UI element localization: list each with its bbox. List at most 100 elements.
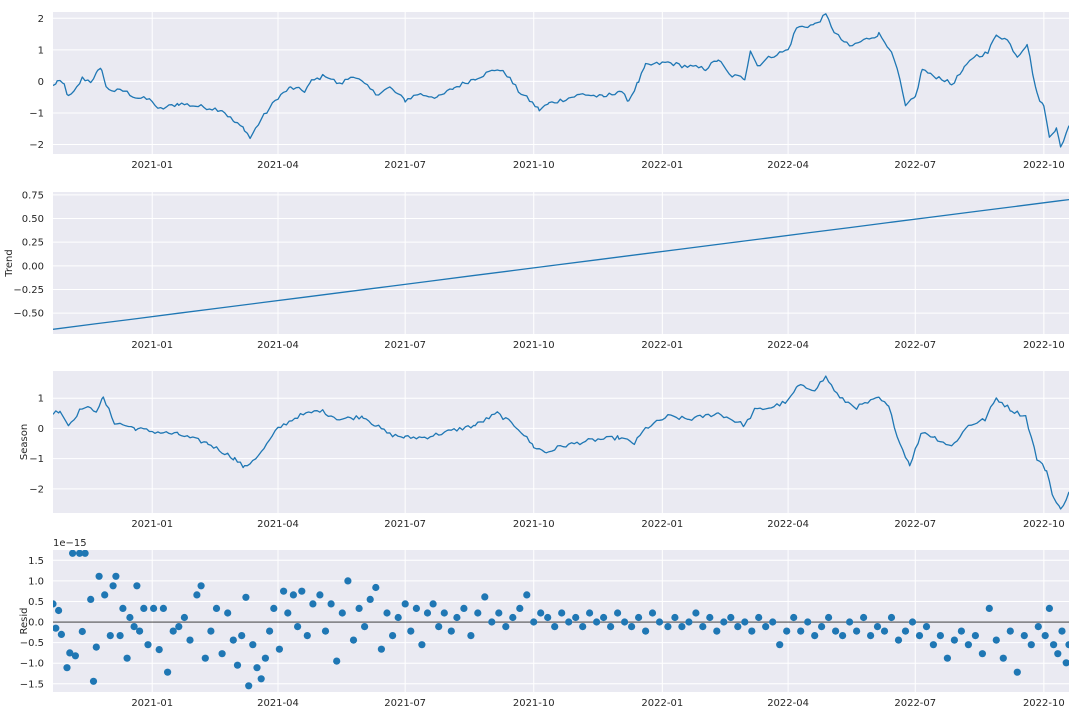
y-tick-label: −1.0: [20, 659, 44, 670]
resid-point: [867, 632, 875, 640]
resid-point: [95, 572, 103, 580]
resid-point: [943, 654, 952, 662]
resid-point: [101, 591, 109, 599]
x-tick-label: 2021-10: [513, 519, 555, 530]
resid-point: [253, 664, 261, 672]
resid-point: [418, 641, 426, 649]
resid-point: [502, 623, 510, 631]
x-tick-label: 2022-04: [767, 160, 809, 171]
resid-point: [936, 632, 945, 640]
x-tick-label: 2022-07: [894, 698, 936, 709]
resid-point: [280, 587, 288, 595]
y-tick-label: 1.0: [28, 576, 44, 587]
resid-point: [648, 609, 657, 617]
resid-point: [978, 650, 987, 658]
y-tick-label: −1: [29, 108, 44, 119]
resid-point: [275, 645, 283, 653]
resid-point: [238, 632, 246, 640]
resid-point: [797, 627, 805, 635]
resid-point: [180, 613, 188, 622]
series-line-season: [53, 375, 1069, 510]
resid-point: [692, 609, 700, 617]
resid-point: [159, 604, 167, 613]
x-tick-label: 2021-04: [257, 519, 299, 530]
resid-point: [423, 609, 432, 617]
resid-point: [600, 613, 608, 622]
x-tick-label: 2021-10: [513, 340, 555, 351]
y-tick-label: 0.25: [22, 238, 44, 249]
resid-point: [964, 641, 973, 649]
resid-point: [361, 623, 369, 631]
resid-point: [783, 627, 791, 635]
resid-point: [614, 609, 622, 617]
y-tick-label: −0.50: [13, 309, 44, 320]
y-tick-label: 1: [38, 45, 44, 56]
y-tick-label: −2: [29, 484, 44, 495]
resid-point: [971, 632, 980, 640]
resid-point: [435, 623, 443, 631]
resid-point: [155, 646, 163, 654]
x-tick-label: 2022-04: [767, 340, 809, 351]
resid-point: [119, 604, 127, 613]
resid-point: [377, 645, 385, 653]
resid-point: [1045, 604, 1053, 613]
resid-point: [372, 583, 380, 592]
resid-point: [270, 604, 278, 613]
resid-point: [197, 582, 205, 590]
resid-point: [748, 627, 756, 635]
resid-point: [298, 587, 306, 595]
resid-point: [685, 618, 693, 626]
x-tick-label: 2021-07: [384, 519, 426, 530]
x-tick-label: 2022-10: [1023, 519, 1065, 530]
resid-point: [825, 613, 833, 622]
y-tick-label: −2: [29, 140, 44, 151]
resid-point: [880, 627, 889, 635]
x-tick-label: 2022-01: [641, 160, 683, 171]
resid-point: [769, 618, 777, 626]
resid-point: [71, 652, 79, 660]
resid-point: [593, 618, 601, 626]
resid-point: [249, 641, 257, 649]
resid-point: [76, 550, 84, 557]
resid-point: [261, 654, 269, 662]
resid-point: [212, 604, 221, 613]
resid-point: [720, 618, 728, 626]
resid-point: [186, 636, 194, 644]
resid-point: [55, 606, 63, 615]
resid-point: [832, 627, 840, 635]
resid-point: [922, 623, 931, 631]
x-tick-label: 2021-07: [384, 698, 426, 709]
panel-resid: 2021-01 2021-04 2021-07 2021-10 2022-01 2022-…: [19, 538, 1069, 709]
resid-point: [671, 613, 679, 622]
resid-point: [537, 609, 545, 617]
resid-point: [294, 623, 302, 631]
resid-point: [130, 623, 138, 631]
resid-point: [741, 618, 749, 626]
resid-point: [309, 600, 317, 608]
resid-point: [551, 623, 559, 631]
resid-point: [985, 604, 993, 613]
y-axis-label: Season: [19, 424, 30, 460]
resid-point: [78, 627, 86, 636]
resid-point: [481, 593, 489, 601]
resid-point: [901, 627, 910, 635]
x-tick-label: 2021-07: [384, 160, 426, 171]
resid-point: [69, 550, 77, 557]
x-tick-label: 2022-10: [1023, 160, 1065, 171]
x-tick-label: 2022-01: [641, 519, 683, 530]
resid-point: [344, 577, 352, 585]
resid-point: [530, 618, 538, 626]
resid-point: [389, 632, 397, 640]
resid-point: [1020, 632, 1028, 640]
resid-point: [839, 632, 847, 640]
resid-point: [678, 623, 686, 631]
x-tick-label: 2022-01: [641, 698, 683, 709]
resid-point: [572, 613, 580, 622]
resid-point: [218, 650, 226, 658]
resid-point: [1065, 641, 1069, 649]
resid-point: [116, 632, 124, 640]
x-tick-label: 2021-04: [257, 698, 299, 709]
resid-point: [207, 627, 215, 635]
resid-point: [586, 609, 594, 617]
resid-point: [474, 609, 482, 617]
